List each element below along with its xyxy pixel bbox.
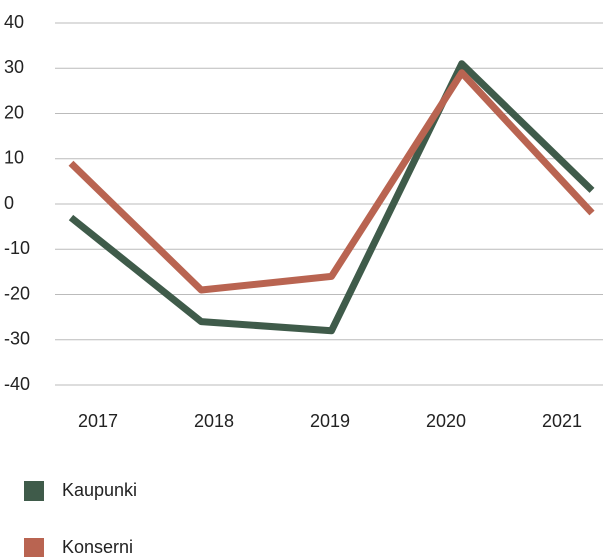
series-line <box>68 60 595 335</box>
y-tick-label: -10 <box>4 238 30 258</box>
y-tick-label: 30 <box>4 57 24 77</box>
x-tick-label: 2021 <box>542 411 582 431</box>
legend-label: Konserni <box>62 537 133 557</box>
y-tick-label: -30 <box>4 329 30 349</box>
legend-swatch <box>24 538 44 557</box>
legend-swatch <box>24 481 44 501</box>
x-tick-label: 2019 <box>310 411 350 431</box>
y-tick-label: 20 <box>4 102 24 122</box>
legend-label: Kaupunki <box>62 480 137 500</box>
y-tick-label: 0 <box>4 193 14 213</box>
x-tick-label: 2020 <box>426 411 466 431</box>
y-tick-label: 40 <box>4 12 24 32</box>
y-tick-label: -40 <box>4 374 30 394</box>
x-tick-label: 2018 <box>194 411 234 431</box>
series-line <box>68 69 595 294</box>
y-tick-label: 10 <box>4 148 24 168</box>
y-tick-label: -20 <box>4 283 30 303</box>
x-tick-label: 2017 <box>78 411 118 431</box>
